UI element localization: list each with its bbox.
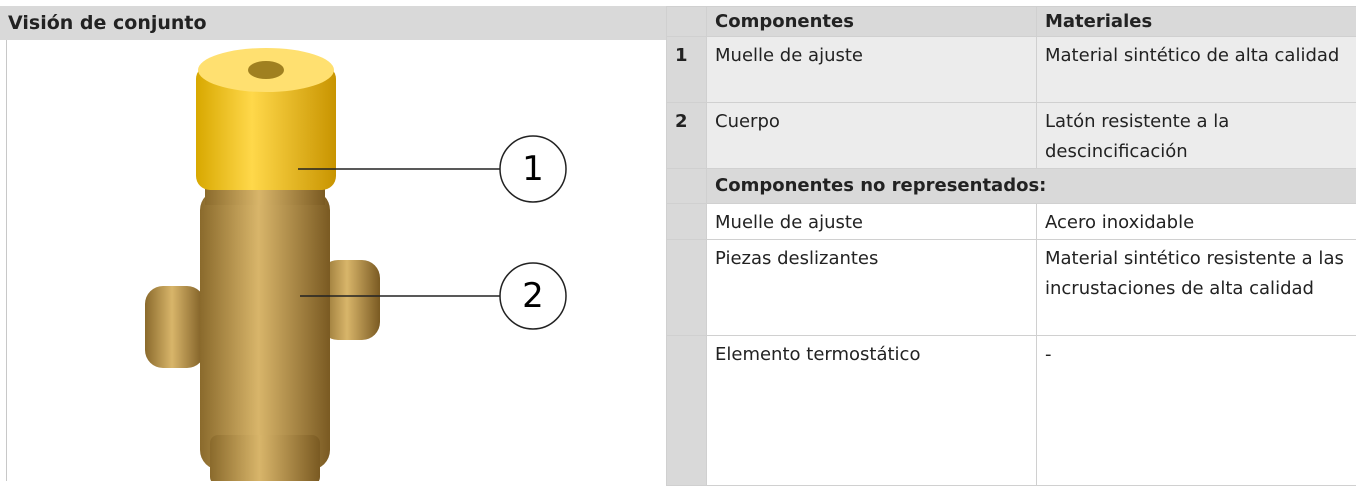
cell: Latón resistente a la descincificación	[1037, 103, 1356, 169]
cell: Muelle de ajuste	[707, 37, 1037, 103]
cell: Acero inoxidable	[1037, 204, 1356, 240]
row: Muelle de ajuste Acero inoxidable	[667, 204, 1356, 240]
row: 2 Cuerpo Latón resistente a la descincif…	[667, 103, 1356, 169]
header-row: Componentes Materiales	[667, 7, 1356, 37]
cell: Cuerpo	[707, 103, 1037, 169]
product-image: 1 2	[0, 40, 666, 481]
row: Elemento termostático -	[667, 336, 1356, 486]
cell: Material sintético de alta calidad	[1037, 37, 1356, 103]
section-title: Componentes no representados:	[707, 169, 1356, 204]
header-cell: Componentes	[707, 7, 1037, 37]
header-cell	[667, 7, 707, 37]
section-row: Componentes no representados:	[667, 169, 1356, 204]
row: 1 Muelle de ajuste Material sintético de…	[667, 37, 1356, 103]
cell: Material sintético resistente a las incr…	[1037, 240, 1356, 336]
components-table: Componentes Materiales 1 Muelle de ajust…	[666, 6, 1356, 486]
header-cell: Materiales	[1037, 7, 1356, 37]
cell: 2	[667, 103, 707, 169]
cell: Muelle de ajuste	[707, 204, 1037, 240]
cell: Elemento termostático	[707, 336, 1037, 486]
cell: Piezas deslizantes	[707, 240, 1037, 336]
callout: 2	[522, 276, 544, 316]
row: Piezas deslizantes Material sintético re…	[667, 240, 1356, 336]
cell: 1	[667, 37, 707, 103]
callout: 1	[522, 149, 544, 189]
section-title: Visión de conjunto	[0, 6, 666, 40]
cell: -	[1037, 336, 1356, 486]
